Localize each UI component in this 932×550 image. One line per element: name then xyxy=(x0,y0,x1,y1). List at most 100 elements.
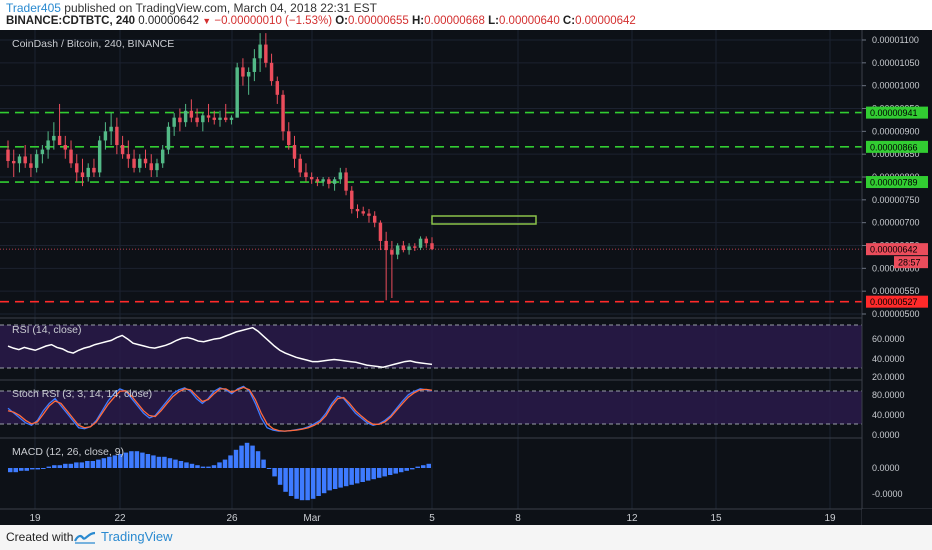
macd-bar-65 xyxy=(365,468,371,481)
green-tag-3-bg xyxy=(866,176,928,189)
candle-body-54 xyxy=(315,179,320,182)
macd-bar-46 xyxy=(261,459,266,468)
date-tick-4: 5 xyxy=(429,513,435,524)
down-triangle-icon: ▼ xyxy=(202,16,212,26)
macd-bar-22 xyxy=(129,451,134,468)
candle-body-23 xyxy=(138,158,142,168)
macd-bar-41 xyxy=(233,449,239,468)
price-tick-4: 0.00000900 xyxy=(872,126,920,136)
chart-svg[interactable]: CoinDash / Bitcoin, 240, BINANCE RSI (14… xyxy=(0,30,932,525)
ohlc-line: BINANCE:CDTBTC, 240 0.00000642 ▼ −0.0000… xyxy=(6,15,636,27)
candle-body-57 xyxy=(332,179,337,184)
macd-bar-61 xyxy=(343,468,349,487)
date-axis[interactable]: 19 22 26 Mar 5 8 12 15 19 xyxy=(29,513,836,524)
candle-body-4 xyxy=(29,163,33,168)
tradingview-logo-icon[interactable] xyxy=(74,530,96,544)
candle-body-58 xyxy=(338,172,343,180)
candle-15 xyxy=(92,158,96,177)
macd-bar-4 xyxy=(30,468,35,470)
candle-20 xyxy=(120,135,125,159)
candle-61 xyxy=(355,204,360,219)
candle-body-37 xyxy=(218,117,222,120)
macd-bar-28 xyxy=(162,456,167,468)
macd-bar-39 xyxy=(222,459,228,468)
price-tick-10: 0.00000600 xyxy=(872,263,920,273)
price-tick-11: 0.00000550 xyxy=(872,286,920,296)
candle-body-43 xyxy=(252,58,257,72)
candle-body-53 xyxy=(309,177,314,180)
macd-bar-53 xyxy=(299,468,305,501)
macd-bar-35 xyxy=(200,466,206,468)
candle-body-17 xyxy=(103,131,108,141)
macd-bar-23 xyxy=(134,451,140,468)
candle-55 xyxy=(321,177,325,187)
open-label: O: xyxy=(335,15,349,27)
high-value: 0.00000668 xyxy=(424,15,485,27)
candle-54 xyxy=(315,177,320,187)
candle-body-45 xyxy=(264,44,268,63)
candle-59 xyxy=(344,167,348,196)
macd-bar-44 xyxy=(250,445,255,468)
candle-body-60 xyxy=(350,190,354,209)
candle-48 xyxy=(281,90,285,141)
open-value: 0.00000655 xyxy=(348,15,409,27)
symbol-label: BINANCE:CDTBTC, 240 xyxy=(6,15,136,27)
price-tick-7: 0.00000750 xyxy=(872,195,920,205)
author-link[interactable]: Trader405 xyxy=(6,1,61,15)
candle-56 xyxy=(327,177,331,189)
macd-bar-56 xyxy=(316,468,321,496)
candle-2 xyxy=(17,154,22,173)
macd-bar-33 xyxy=(189,463,195,468)
candle-52 xyxy=(304,163,308,182)
candle-body-50 xyxy=(292,145,297,159)
macd-bar-37 xyxy=(211,465,217,468)
macd-bar-17 xyxy=(101,458,107,468)
candle-body-27 xyxy=(160,149,165,164)
candle-46 xyxy=(269,53,274,86)
candle-13 xyxy=(80,158,85,187)
countdown-tag: 28:57 xyxy=(898,258,921,268)
candle-41 xyxy=(241,58,245,86)
green-tag-2-bg xyxy=(866,140,928,153)
macd-bar-31 xyxy=(178,461,184,468)
candle-body-72 xyxy=(418,238,423,248)
candle-49 xyxy=(287,122,291,150)
macd-bar-9 xyxy=(57,465,63,468)
grid-lines xyxy=(0,30,862,509)
candle-18 xyxy=(109,113,113,146)
candle-53 xyxy=(309,172,314,184)
horizontal-levels xyxy=(0,111,862,303)
macd-bar-26 xyxy=(151,455,156,468)
macd-bar-29 xyxy=(167,458,173,468)
macd-bar-49 xyxy=(277,468,283,485)
candle-27 xyxy=(160,145,165,168)
date-tick-3: Mar xyxy=(303,513,321,524)
candle-12 xyxy=(75,154,79,182)
macd-bar-47 xyxy=(266,468,272,469)
macd-bar-27 xyxy=(156,456,162,468)
macd-bar-12 xyxy=(74,462,79,468)
candle-37 xyxy=(218,110,222,127)
price-tick-0: 0.00001100 xyxy=(872,35,919,45)
candle-body-36 xyxy=(212,117,216,120)
chart-area[interactable]: CoinDash / Bitcoin, 240, BINANCE RSI (14… xyxy=(0,30,932,525)
target-box[interactable] xyxy=(431,215,537,225)
candle-body-29 xyxy=(172,117,176,127)
macd-bar-38 xyxy=(217,462,222,468)
candle-65 xyxy=(378,220,383,251)
footer: Created with TradingView xyxy=(0,525,932,550)
macd-bar-63 xyxy=(354,468,360,484)
countdown-bg xyxy=(894,256,928,269)
candle-73 xyxy=(424,236,428,248)
candle-39 xyxy=(229,115,234,125)
candle-62 xyxy=(361,206,365,216)
candle-body-10 xyxy=(63,145,68,150)
stoch-band xyxy=(0,391,862,424)
tradingview-brand[interactable]: TradingView xyxy=(101,529,173,544)
candle-body-3 xyxy=(23,156,27,164)
macd-bar-1 xyxy=(13,468,19,473)
stoch-series-1 xyxy=(7,386,433,432)
macd-bar-2 xyxy=(19,468,24,471)
candle-body-13 xyxy=(80,172,85,177)
macd-bar-19 xyxy=(112,455,118,468)
